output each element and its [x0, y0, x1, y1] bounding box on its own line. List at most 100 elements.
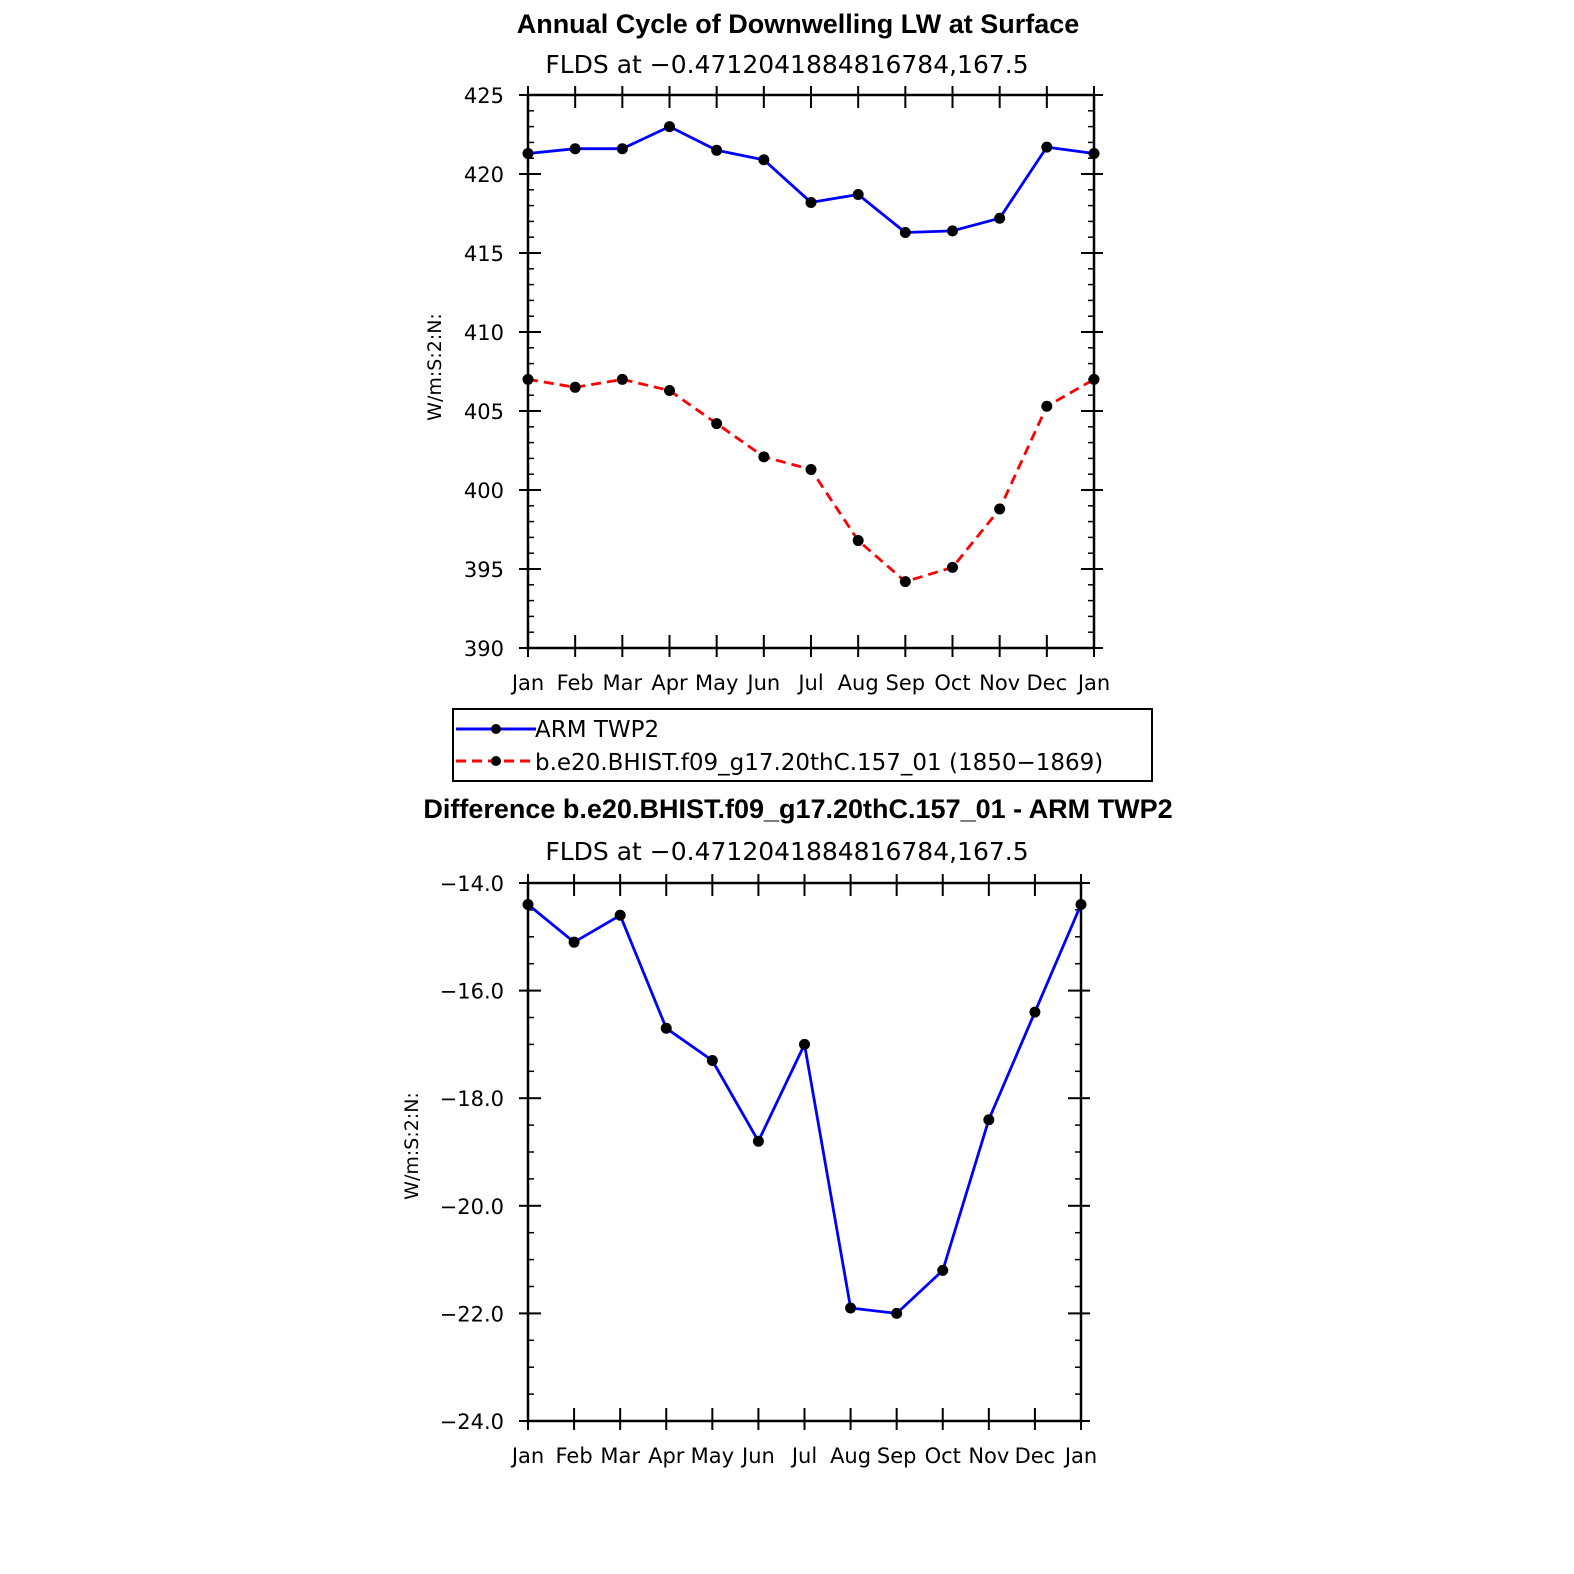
axes [526, 93, 1096, 650]
x-tick-label: May [691, 1444, 734, 1468]
y-tick-label: 400 [464, 479, 504, 503]
y-tick-label: 415 [464, 242, 504, 266]
chart-title: Annual Cycle of Downwelling LW at Surfac… [517, 9, 1080, 39]
chart-title: Difference b.e20.BHIST.f09_g17.20thC.157… [423, 794, 1172, 824]
data-point [758, 154, 770, 166]
data-point [983, 1114, 995, 1126]
data-point [1075, 899, 1087, 911]
x-tick-label: Nov [979, 671, 1020, 695]
data-point [799, 1038, 810, 1050]
data-point [711, 144, 723, 156]
series-layer [522, 899, 1087, 1319]
data-point [852, 189, 864, 201]
data-point [711, 418, 723, 430]
y-axis-label: W/m:S:2:N: [401, 1092, 423, 1200]
data-point [664, 121, 675, 133]
data-point [616, 143, 628, 155]
data-point [891, 1307, 903, 1319]
data-point [758, 451, 770, 463]
x-tick-label: Jun [740, 1444, 775, 1468]
data-point [1041, 400, 1053, 412]
data-point [569, 143, 581, 155]
y-tick-label: −16.0 [440, 980, 504, 1004]
x-ticks: Jan Feb Mar Apr May Jun Jul Aug Sep Oct Nov Dec Jan [510, 86, 1110, 695]
data-point [937, 1264, 949, 1276]
x-tick-label: Apr [651, 671, 688, 695]
data-point [522, 373, 534, 385]
legend-marker-arm [491, 724, 501, 734]
data-point [616, 373, 628, 385]
y-axis-label: W/m:S:2:N: [424, 313, 446, 421]
x-tick-label: Sep [877, 1444, 917, 1468]
x-tick-label: Jan [510, 1444, 544, 1468]
data-point [994, 503, 1006, 515]
data-point [947, 225, 958, 237]
legend: ARM TWP2 b.e20.BHIST.f09_g17.20thC.157_0… [452, 708, 1153, 782]
data-point [947, 561, 958, 573]
data-point [805, 463, 817, 475]
x-tick-label: Feb [557, 671, 594, 695]
y-tick-label: 410 [464, 321, 504, 345]
data-point [994, 212, 1006, 224]
data-point [522, 147, 534, 159]
legend-label-model: b.e20.BHIST.f09_g17.20thC.157_01 (1850−1… [535, 750, 1103, 776]
x-tick-label: Aug [838, 671, 879, 695]
chart-subtitle: FLDS at −0.4712041884816784,167.5 [545, 50, 1028, 79]
legend-marker-model [491, 756, 501, 766]
difference-chart: Difference b.e20.BHIST.f09_g17.20thC.157… [401, 794, 1173, 1468]
y-ticks: 390 395 400 405 410 415 420 425 [464, 84, 1103, 661]
y-tick-label: 405 [464, 400, 504, 424]
y-ticks: −24.0 −22.0 −20.0 −18.0 −16.0 −14.0 [440, 872, 1090, 1434]
axes [526, 881, 1083, 1423]
x-tick-label: Jan [1063, 1444, 1097, 1468]
x-tick-label: Mar [603, 671, 643, 695]
x-tick-label: Jul [796, 671, 823, 695]
data-point [664, 384, 675, 396]
x-tick-label: Jan [1076, 671, 1110, 695]
data-point [569, 381, 581, 393]
data-point [1029, 1006, 1041, 1018]
data-point [568, 936, 580, 948]
series-line [527, 377, 1095, 583]
x-tick-label: Sep [886, 671, 926, 695]
y-tick-label: 395 [464, 558, 504, 582]
y-tick-label: −22.0 [440, 1302, 504, 1326]
series-layer [522, 121, 1100, 588]
data-point [1088, 147, 1100, 159]
data-point [899, 226, 911, 238]
x-tick-label: Feb [555, 1444, 592, 1468]
x-tick-label: Oct [925, 1444, 961, 1468]
x-ticks: Jan Feb Mar Apr May Jun Jul Aug Sep Oct Nov Dec Jan [510, 874, 1097, 1468]
data-point [852, 535, 864, 547]
data-point [522, 899, 534, 911]
x-tick-label: May [695, 671, 738, 695]
x-tick-label: Oct [934, 671, 970, 695]
data-point [845, 1302, 857, 1314]
x-tick-label: Apr [648, 1444, 685, 1468]
plot-frame [526, 881, 1083, 1423]
x-tick-label: Jan [510, 671, 544, 695]
legend-box [452, 708, 1153, 782]
data-point [752, 1135, 764, 1147]
data-point [614, 909, 626, 921]
data-point [1041, 141, 1053, 153]
x-tick-label: Nov [968, 1444, 1009, 1468]
legend-label-arm: ARM TWP2 [535, 717, 659, 743]
y-tick-label: −14.0 [440, 872, 504, 896]
data-point [706, 1055, 718, 1067]
x-tick-label: Jul [790, 1444, 817, 1468]
data-point [805, 196, 817, 208]
series-line [527, 125, 1095, 234]
y-tick-label: 425 [464, 84, 504, 108]
data-point [1088, 373, 1100, 385]
series-line [527, 903, 1083, 1315]
annual-cycle-chart: Annual Cycle of Downwelling LW at Surfac… [424, 9, 1110, 695]
x-tick-label: Jun [745, 671, 780, 695]
x-tick-label: Mar [600, 1444, 640, 1468]
y-tick-label: 420 [464, 163, 504, 187]
plot-frame [526, 93, 1096, 650]
chart-subtitle: FLDS at −0.4712041884816784,167.5 [545, 837, 1028, 866]
y-tick-label: 390 [464, 637, 504, 661]
x-tick-label: Aug [830, 1444, 871, 1468]
